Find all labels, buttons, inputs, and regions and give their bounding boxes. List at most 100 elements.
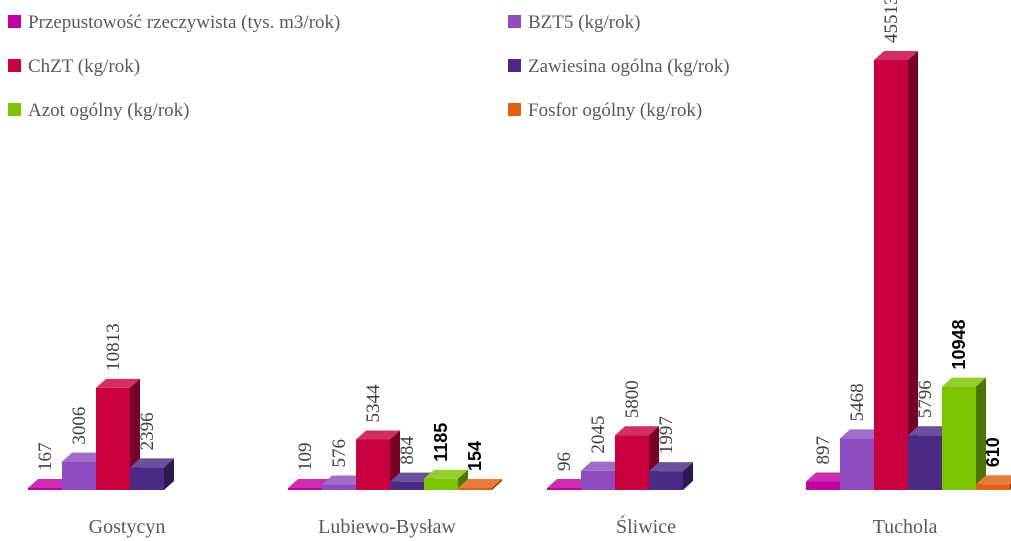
value-label: 1185: [431, 423, 451, 462]
bar-top: [615, 426, 659, 436]
value-label: 576: [329, 439, 350, 468]
value-label: 5800: [622, 380, 643, 418]
bar-front: [424, 478, 458, 490]
bar-front: [547, 488, 581, 490]
value-label: 45513: [881, 0, 902, 43]
legend-item: BZT5 (kg/rok): [508, 12, 640, 33]
legend-item: Azot ogólny (kg/rok): [8, 100, 189, 121]
bar-top: [62, 452, 106, 462]
bar-front: [806, 481, 840, 490]
bar-front: [96, 387, 130, 490]
bar-front: [942, 386, 976, 490]
value-label: 5468: [847, 383, 868, 421]
bar-front: [908, 435, 942, 490]
bar: [874, 51, 918, 490]
legend-label: ChZT (kg/rok): [28, 56, 140, 77]
legend-swatch: [508, 15, 521, 28]
bar-top: [942, 377, 986, 387]
value-label: 897: [813, 436, 834, 465]
bar-top: [874, 51, 918, 60]
bar: [96, 378, 140, 490]
bar-front: [62, 461, 96, 490]
value-label: 5796: [915, 380, 936, 418]
legend: Przepustowość rzeczywista (tys. m3/rok) B…: [8, 12, 730, 121]
bar-top: [356, 430, 400, 440]
value-label: 10813: [103, 323, 124, 371]
legend-label: Fosfor ogólny (kg/rok): [528, 100, 702, 121]
category-labels: Gostycyn Lubiewo-Bysław Śliwice Tuchola: [89, 514, 938, 538]
bar-front: [356, 439, 390, 490]
bar-front: [649, 471, 683, 490]
bar-front: [390, 481, 424, 490]
bar-top: [458, 479, 502, 488]
bar: [130, 458, 174, 490]
bar-top: [390, 472, 434, 482]
category-label: Lubiewo-Bysław: [318, 516, 456, 538]
bar-top: [130, 458, 174, 468]
category-label: Tuchola: [873, 516, 938, 538]
bar-front: [322, 484, 356, 490]
legend-swatch: [508, 103, 521, 116]
value-label: 884: [397, 436, 418, 465]
value-label: 96: [554, 452, 575, 471]
value-label: 2045: [588, 416, 609, 454]
legend-swatch: [8, 103, 21, 116]
bars-area: [28, 51, 1011, 490]
legend-swatch: [508, 59, 521, 72]
bar-side: [908, 51, 918, 490]
bar-side: [492, 479, 502, 490]
legend-label: Azot ogólny (kg/rok): [28, 100, 189, 121]
category-label: Gostycyn: [89, 516, 166, 538]
legend-label: BZT5 (kg/rok): [528, 12, 640, 33]
bar-side: [458, 469, 468, 490]
legend-item: Fosfor ogólny (kg/rok): [508, 100, 702, 121]
legend-item: ChZT (kg/rok): [8, 56, 140, 77]
legend-label: Zawiesina ogólna (kg/rok): [528, 56, 730, 77]
bar-side: [976, 377, 986, 490]
value-label: 3006: [69, 407, 90, 445]
bar-top: [649, 462, 693, 472]
bar-front: [874, 60, 908, 490]
bar-top: [96, 378, 140, 388]
bar-top: [547, 479, 591, 488]
value-label: 2396: [137, 412, 158, 450]
bar-top: [908, 426, 952, 436]
bar-front: [458, 488, 492, 490]
legend-item: Zawiesina ogólna (kg/rok): [508, 56, 730, 77]
bar: [649, 462, 693, 490]
value-labels: 167 3006 10813 2396 109 576 5344 884 1185 154 96 20…: [35, 0, 1003, 471]
bar-side: [683, 462, 693, 490]
category-label: Śliwice: [616, 514, 676, 538]
bar: [458, 479, 502, 490]
bar-top: [581, 461, 625, 471]
bar-side: [164, 458, 174, 490]
bar-front: [581, 470, 615, 490]
bar-top: [322, 475, 366, 485]
bar-front: [840, 438, 874, 490]
bar-front: [976, 484, 1010, 490]
legend-swatch: [8, 59, 21, 72]
bar-front: [288, 488, 322, 490]
legend-swatch: [8, 15, 21, 28]
bar-top: [424, 469, 468, 479]
value-label: 610: [983, 437, 1003, 467]
value-label: 109: [295, 443, 316, 472]
legend-label: Przepustowość rzeczywista (tys. m3/rok): [28, 12, 340, 33]
value-label: 167: [35, 443, 56, 472]
bar: [942, 377, 986, 490]
bar-top: [806, 472, 850, 482]
legend-item: Przepustowość rzeczywista (tys. m3/rok): [8, 12, 340, 33]
value-label: 1997: [656, 416, 677, 454]
value-label: 154: [465, 441, 485, 471]
bar-top: [28, 479, 72, 488]
value-label: 10948: [949, 320, 969, 370]
bar: [424, 469, 468, 490]
bar-top: [976, 475, 1011, 485]
bar: [356, 430, 400, 490]
value-label: 5344: [363, 384, 384, 423]
bar-front: [615, 435, 649, 490]
bar-top: [840, 429, 884, 439]
bar-front: [28, 488, 62, 490]
bar-top: [288, 479, 332, 488]
